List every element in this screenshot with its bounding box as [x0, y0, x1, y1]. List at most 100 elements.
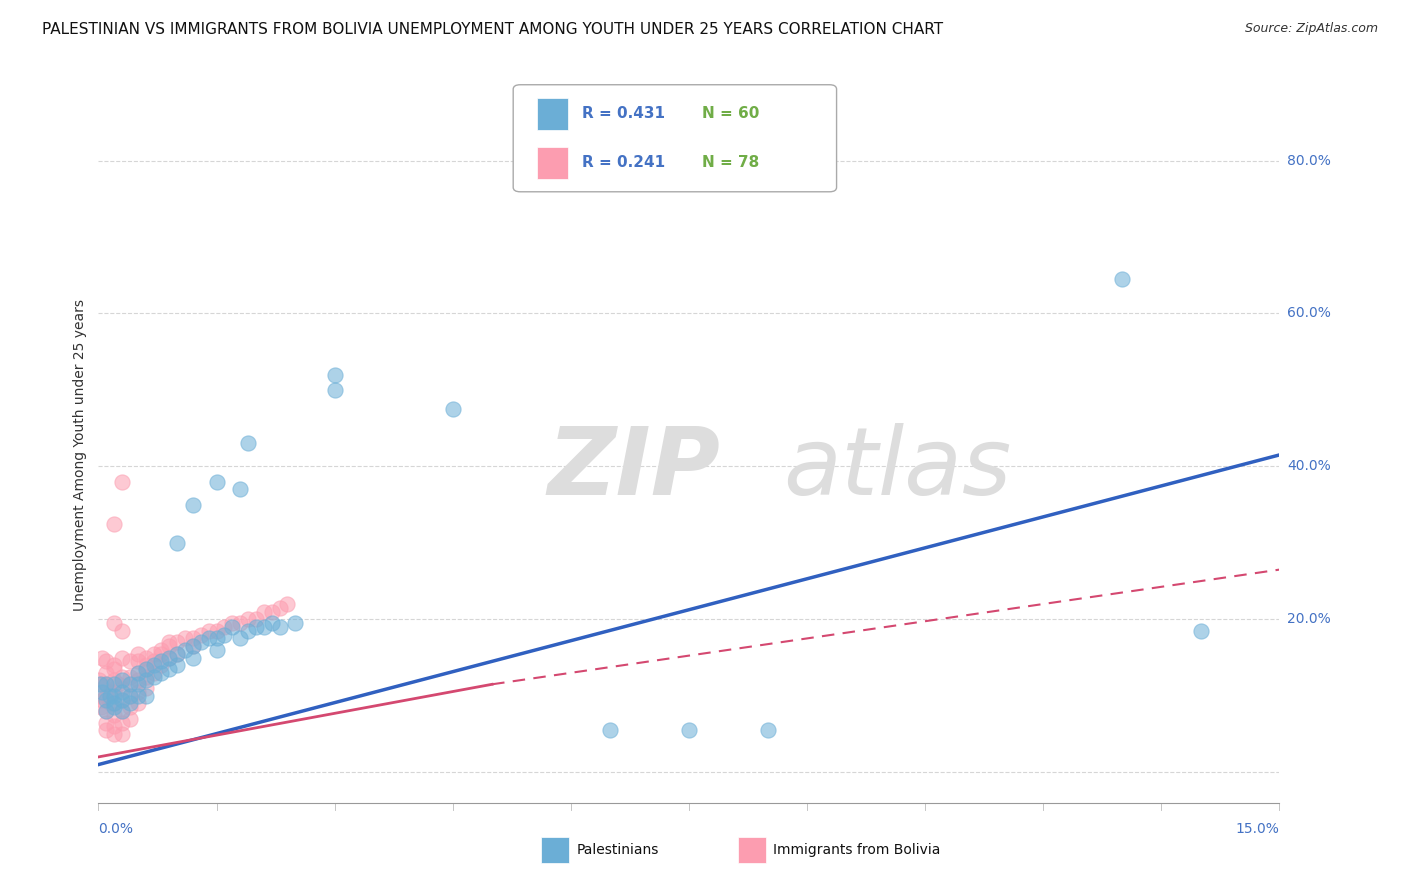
Point: [260, 605, 283, 619]
Point: [205, 632, 228, 646]
Point: [103, 719, 125, 733]
Point: [214, 620, 236, 634]
Point: [181, 639, 204, 653]
Point: [96, 665, 118, 680]
Point: [157, 639, 180, 653]
Point: [323, 383, 346, 397]
Point: [111, 704, 134, 718]
Point: [142, 658, 165, 673]
Point: [107, 677, 129, 691]
Point: [150, 643, 173, 657]
Point: [103, 673, 125, 688]
Point: [174, 643, 197, 657]
Point: [150, 658, 173, 673]
Point: [157, 635, 180, 649]
Point: [323, 368, 346, 382]
Point: [166, 647, 188, 661]
Point: [135, 673, 157, 688]
Point: [229, 632, 252, 646]
Point: [150, 665, 173, 680]
Point: [111, 685, 134, 699]
Text: 15.0%: 15.0%: [1236, 822, 1279, 836]
Point: [205, 475, 228, 489]
Point: [103, 516, 125, 531]
Point: [678, 723, 700, 738]
Text: Source: ZipAtlas.com: Source: ZipAtlas.com: [1244, 22, 1378, 36]
Point: [98, 697, 121, 711]
Text: 40.0%: 40.0%: [1288, 459, 1331, 474]
Point: [111, 692, 134, 706]
Point: [103, 685, 125, 699]
Point: [166, 647, 188, 661]
Text: R = 0.241: R = 0.241: [582, 154, 665, 169]
Point: [135, 658, 157, 673]
Point: [118, 670, 141, 684]
Point: [190, 627, 212, 641]
Point: [135, 681, 157, 695]
Text: R = 0.431: R = 0.431: [582, 105, 665, 120]
Point: [157, 650, 180, 665]
Point: [96, 715, 118, 730]
Point: [236, 612, 259, 626]
Point: [103, 662, 125, 676]
Point: [118, 700, 141, 714]
Point: [127, 665, 149, 680]
Point: [181, 650, 204, 665]
Point: [269, 600, 291, 615]
Point: [96, 704, 118, 718]
Point: [157, 650, 180, 665]
Point: [181, 498, 204, 512]
Point: [127, 697, 149, 711]
Text: PALESTINIAN VS IMMIGRANTS FROM BOLIVIA UNEMPLOYMENT AMONG YOUTH UNDER 25 YEARS C: PALESTINIAN VS IMMIGRANTS FROM BOLIVIA U…: [42, 22, 943, 37]
Text: 60.0%: 60.0%: [1288, 307, 1331, 320]
Point: [89, 689, 111, 703]
Point: [260, 616, 283, 631]
Text: N = 60: N = 60: [702, 105, 759, 120]
Point: [245, 620, 267, 634]
Point: [103, 707, 125, 722]
Point: [98, 689, 121, 703]
Point: [118, 712, 141, 726]
Point: [103, 700, 125, 714]
Text: 20.0%: 20.0%: [1288, 612, 1331, 626]
Point: [96, 677, 118, 691]
Point: [111, 624, 134, 638]
Point: [96, 677, 118, 691]
Point: [214, 627, 236, 641]
Point: [599, 723, 621, 738]
Text: 0.0%: 0.0%: [98, 822, 134, 836]
Point: [90, 700, 112, 714]
Point: [229, 483, 252, 497]
Point: [190, 635, 212, 649]
Point: [98, 685, 121, 699]
Point: [269, 620, 291, 634]
Point: [111, 475, 134, 489]
Point: [135, 689, 157, 703]
Point: [96, 704, 118, 718]
Point: [221, 620, 243, 634]
Point: [135, 670, 157, 684]
Text: 80.0%: 80.0%: [1288, 153, 1331, 168]
Point: [284, 616, 307, 631]
Point: [118, 654, 141, 668]
Point: [89, 677, 111, 691]
Point: [181, 639, 204, 653]
Point: [103, 677, 125, 691]
Y-axis label: Unemployment Among Youth under 25 years: Unemployment Among Youth under 25 years: [73, 299, 87, 611]
Point: [103, 697, 125, 711]
Point: [118, 677, 141, 691]
Point: [111, 692, 134, 706]
Point: [229, 616, 252, 631]
Point: [127, 647, 149, 661]
Point: [174, 632, 197, 646]
Point: [118, 689, 141, 703]
Point: [142, 647, 165, 661]
Point: [166, 658, 188, 673]
Point: [103, 689, 125, 703]
Point: [91, 685, 114, 699]
Point: [1111, 272, 1133, 286]
Point: [1189, 624, 1212, 638]
Point: [103, 697, 125, 711]
Text: N = 78: N = 78: [702, 154, 759, 169]
Point: [150, 647, 173, 661]
